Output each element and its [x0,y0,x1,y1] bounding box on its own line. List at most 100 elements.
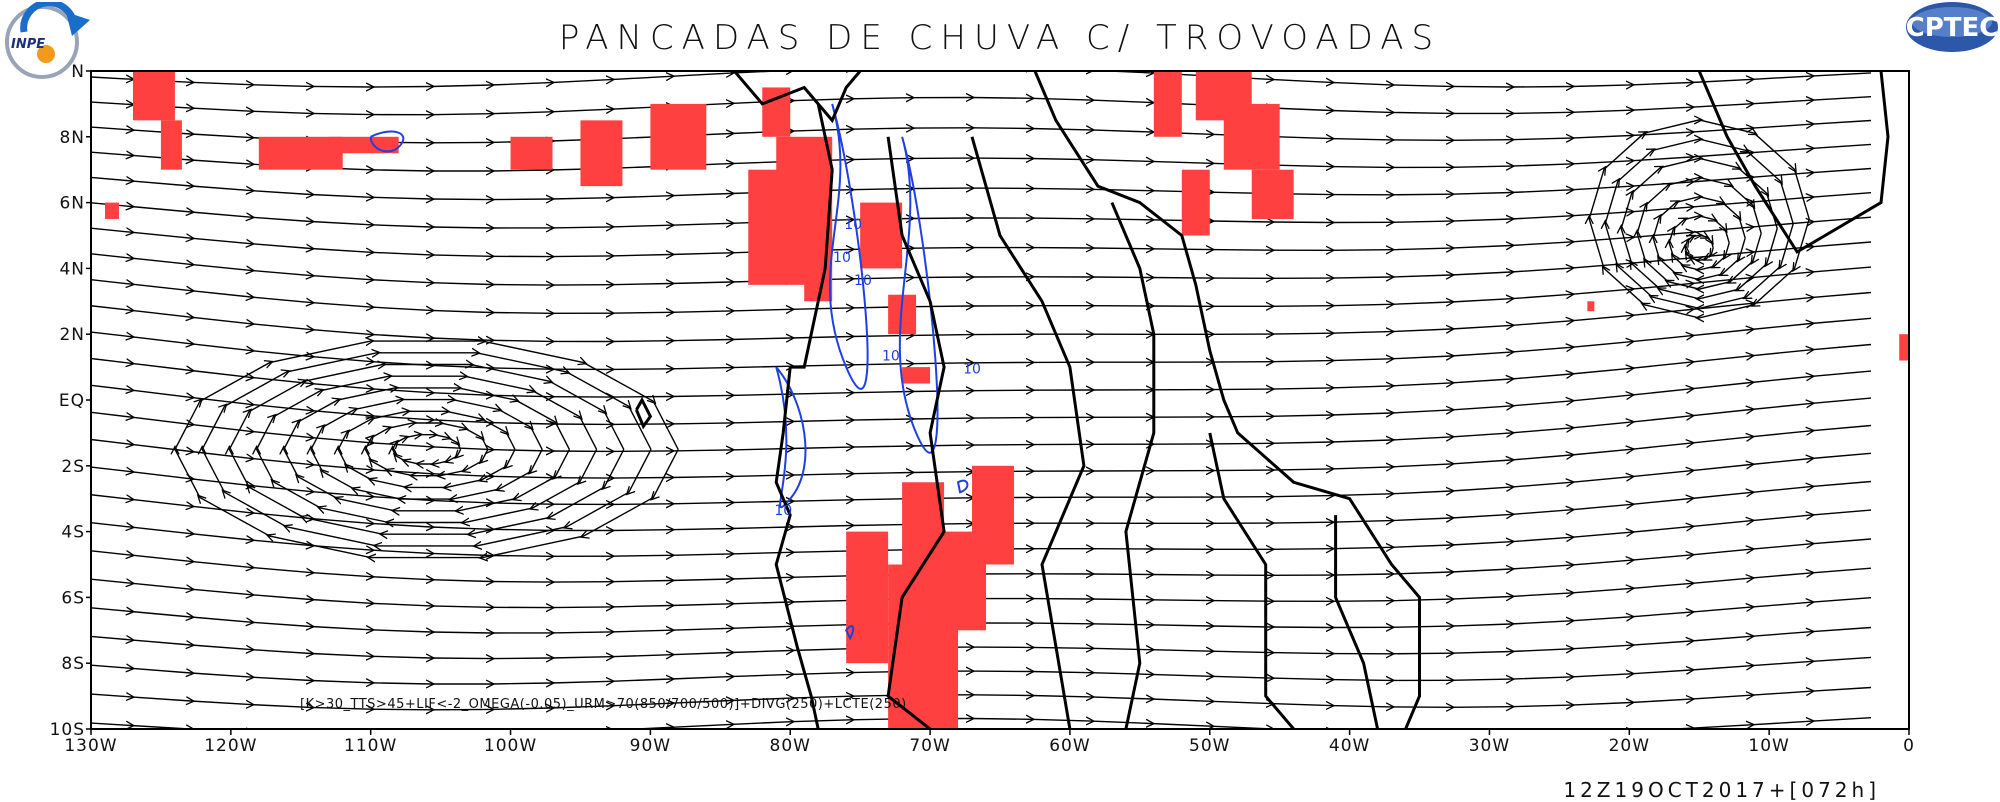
coastline [790,103,834,369]
coastline [886,136,946,729]
storm-area-cell [580,120,623,187]
storm-area-cell [1587,301,1595,312]
streamline [91,241,1872,285]
storm-area-cell [1251,169,1294,220]
storm-area-cell [1899,334,1909,361]
longitude-axis: 130W 120W 110W 100W 90W 80W 70W 60W 50W 40W 30W 20W… [64,729,1915,756]
lat-tick-label: 8S [61,654,85,674]
streamline [91,71,1872,87]
contour-value-label: 10 [854,273,872,289]
coastline [1334,515,1380,729]
thunderstorm-areas [104,71,1909,729]
storm-area-cell [328,136,399,154]
lon-tick-label: 80W [770,736,811,756]
lon-tick-label: 30W [1469,736,1510,756]
lon-tick-label: 40W [1329,736,1370,756]
lat-tick-label: 6N [59,194,85,214]
streamline [91,480,1872,531]
coastline [774,366,820,729]
svg-text:CPTEC: CPTEC [1906,13,1999,43]
lat-tick-label: 10S [50,720,85,740]
storm-area-cell [510,136,553,170]
streamline [71,742,1871,762]
omega-contour [844,625,855,641]
lon-tick-label: 0 [1903,736,1915,756]
storm-area-cell [132,71,175,121]
lon-tick-label: 10W [1748,736,1789,756]
lat-tick-label: EQ [59,391,85,411]
map-title: PANCADAS DE CHUVA C/ TROVOADAS [558,18,1442,58]
storm-area-cell [650,103,707,170]
storm-area-cell [846,531,889,664]
storm-area-cell [1223,103,1280,170]
lat-tick-label: 2S [61,457,85,477]
latitude-axis: 10S 8S 6S 4S 2S EQ 2N 4N 6N 8N N [50,62,91,740]
lon-tick-label: 90W [630,736,671,756]
contour-value-label: 10 [844,217,862,233]
coastline [1110,202,1156,729]
lon-tick-label: 120W [204,736,257,756]
omega-contours [369,103,969,641]
streamline [91,718,1872,729]
storm-area-cell [860,202,903,269]
streamline [91,97,1872,115]
storm-area-cell [972,465,1014,565]
lon-tick-label: 130W [64,736,117,756]
streamline [393,435,461,464]
coastline [970,136,1086,729]
streamline [91,192,1872,228]
lon-tick-label: 50W [1189,736,1230,756]
streamline [91,626,1872,659]
cptec-logo: CPTEC [1906,2,1999,52]
coastline [1697,71,1890,254]
omega-contour [956,479,969,494]
streamlines [71,71,1872,762]
contour-value-label: 10 [963,362,981,378]
svg-text:INPE: INPE [11,37,45,52]
contour-value-label: 10 [774,503,792,519]
omega-contour [898,136,939,454]
valid-time-label: 12Z19OCT2017+[072h] [1563,778,1880,802]
coastline [635,396,653,430]
streamline [91,452,1872,504]
streamline [365,423,489,476]
storm-area-cell [104,202,119,220]
streamline [91,686,1872,710]
streamline [284,388,571,511]
streamline [229,365,625,535]
omega-contour [828,103,869,390]
storm-area-cell [776,136,833,236]
storm-area-cell [160,120,182,170]
criteria-label: [K>30_TTS>45+LIF<-2_OMEGA(-0.05)_URM>70(… [300,697,907,712]
coastlines [635,71,1890,729]
storm-area-cell [1181,169,1210,236]
lon-tick-label: 70W [909,736,950,756]
streamline [202,353,652,546]
coastline [733,71,1421,729]
streamline [91,266,1872,313]
lat-tick-label: 4N [59,259,85,279]
lat-tick-label: 2N [59,325,85,345]
streamline [1669,216,1729,270]
coastline [1208,432,1295,729]
streamline [175,341,679,557]
streamline [91,291,1872,342]
streamline [91,424,1872,479]
streamline [91,167,1872,200]
lat-tick-label: N [71,62,85,82]
lon-tick-label: 110W [344,736,397,756]
lat-tick-label: 4S [61,523,85,543]
omega-contour [369,130,405,153]
streamline [91,656,1872,684]
contour-value-label: 10 [882,349,900,365]
omega-contour [775,366,807,509]
contour-value-label: 10 [833,250,851,266]
storm-area-cell [1153,71,1182,137]
streamline [1589,120,1810,318]
inpe-logo: INPE [5,2,90,79]
lon-tick-label: 100W [484,736,537,756]
lat-tick-label: 6S [61,588,85,608]
lon-tick-label: 20W [1609,736,1650,756]
